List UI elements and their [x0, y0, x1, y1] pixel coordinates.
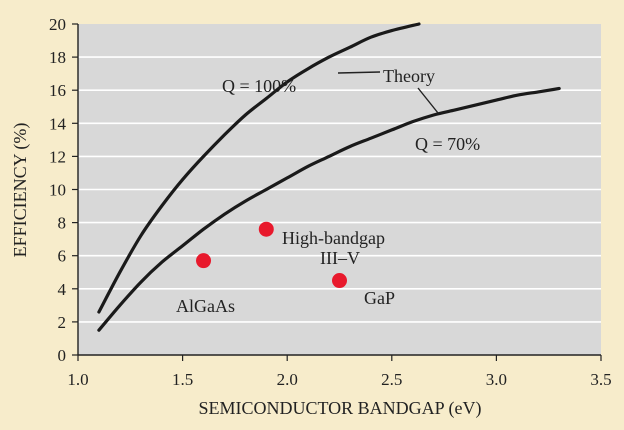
- annotation-algaas: AlGaAs: [176, 296, 235, 316]
- theory-leader-q70: [417, 87, 439, 114]
- gap-point: [332, 273, 347, 289]
- annotation-q70: Q = 70%: [415, 134, 480, 154]
- y-tick-label-8: 16: [49, 81, 66, 100]
- annotation-high-bandgap: High-bandgap: [282, 228, 385, 248]
- y-axis-title: EFFICIENCY (%): [10, 123, 31, 258]
- y-tick-label-4: 8: [58, 214, 67, 233]
- annotation-iii-v: III–V: [320, 248, 360, 268]
- theory-leader-q100: [337, 71, 381, 74]
- x-tick-label-2: 2.0: [277, 370, 298, 389]
- y-tick-label-9: 18: [49, 48, 66, 67]
- curves: [97, 22, 561, 332]
- x-tick-label-4: 3.0: [486, 370, 507, 389]
- y-tick-label-1: 2: [58, 313, 67, 332]
- x-tick-label-5: 3.5: [590, 370, 611, 389]
- y-tick-label-2: 4: [58, 280, 67, 299]
- y-tick-label-3: 6: [58, 247, 67, 266]
- tick-labels: 0 2 4 6 8 10 12 14 16 18 20 1.0 1.5 2.0 2.5 3.0 3.5: [49, 15, 612, 389]
- q70-curve: [97, 86, 561, 332]
- gridlines: [78, 56, 601, 323]
- algaas-point: [196, 253, 212, 269]
- high-bandgap-iii-v-point: [258, 221, 274, 237]
- theory-leader-lines: [337, 71, 439, 114]
- x-tick-label-3: 2.5: [381, 370, 402, 389]
- q100-curve: [97, 22, 421, 314]
- x-axis-title: SEMICONDUCTOR BANDGAP (eV): [198, 398, 481, 419]
- annotation-gap: GaP: [364, 288, 395, 308]
- y-tick-label-6: 12: [49, 147, 66, 166]
- y-tick-label-0: 0: [58, 346, 67, 365]
- y-tick-label-10: 20: [49, 15, 66, 34]
- x-tick-label-0: 1.0: [67, 370, 88, 389]
- y-tick-label-7: 14: [49, 114, 67, 133]
- x-tick-label-1: 1.5: [172, 370, 193, 389]
- annotation-q100: Q = 100%: [222, 76, 296, 96]
- data-points: [196, 221, 347, 289]
- annotation-theory: Theory: [383, 66, 435, 86]
- y-tick-label-5: 10: [49, 181, 66, 200]
